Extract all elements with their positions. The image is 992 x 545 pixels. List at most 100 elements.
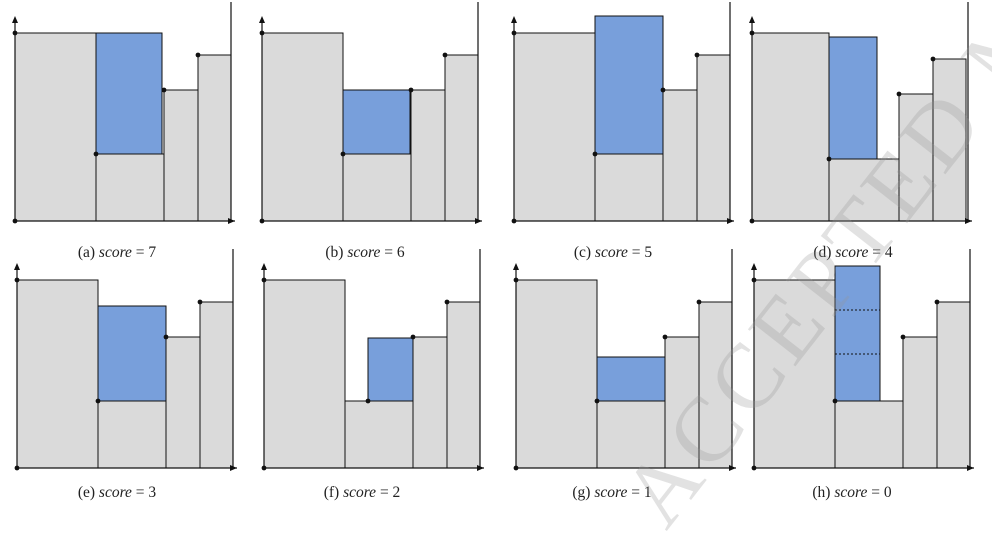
placed-item: [97, 305, 167, 402]
box-mid-right: [412, 336, 448, 469]
skyline-outline: [15, 32, 231, 155]
y-axis-left-arrow: [513, 263, 519, 270]
caption-score-word: score: [98, 484, 132, 501]
y-axis-left-arrow: [751, 263, 757, 270]
corner-dot-2: [259, 30, 265, 36]
score-diagram-figure: [12, 2, 974, 471]
corner-dot-1: [259, 218, 265, 224]
corner-dot-3: [93, 151, 99, 157]
box-mid-right: [902, 336, 938, 469]
corner-dot-2: [749, 30, 755, 36]
tall-box-left: [263, 279, 346, 469]
caption-f: (f) score = 2: [262, 484, 462, 502]
caption-score-word: score: [834, 484, 868, 501]
corner-dot-3: [365, 398, 371, 404]
placed-item: [594, 15, 664, 155]
corner-dot-5: [934, 299, 940, 305]
box-right: [698, 301, 733, 469]
panel-g: [513, 249, 736, 471]
corner-dot-4: [896, 91, 902, 97]
corner-dot-3: [594, 398, 600, 404]
caption-h: (h) score = 0: [752, 484, 952, 502]
corner-dot-3: [592, 151, 598, 157]
panel-c: [511, 2, 734, 224]
short-box-middle: [342, 153, 412, 222]
corner-dot-3: [826, 156, 832, 162]
corner-dot-5: [195, 52, 201, 58]
corner-dot-3: [340, 151, 346, 157]
corner-dot-4: [161, 87, 167, 93]
corner-dot-2: [261, 277, 267, 283]
short-box-middle: [344, 400, 414, 469]
caption-b: (b) score = 6: [265, 244, 465, 262]
box-right: [199, 301, 234, 469]
tall-box-left: [513, 32, 596, 222]
short-box-middle: [834, 400, 904, 469]
box-right: [446, 301, 481, 469]
box-mid-right: [165, 336, 201, 469]
caption-score-value: = 0: [867, 484, 892, 501]
corner-dot-3: [832, 398, 838, 404]
caption-score-word: score: [594, 244, 628, 261]
corner-dot-4: [408, 87, 414, 93]
placed-item: [367, 337, 414, 402]
caption-score-value: = 5: [627, 244, 653, 261]
caption-score-word: score: [347, 244, 381, 261]
caption-label: (f): [323, 484, 344, 501]
corner-dot-4: [660, 87, 666, 93]
y-axis-left-arrow: [261, 263, 267, 270]
box-mid-right: [163, 89, 199, 222]
caption-score-word: score: [835, 244, 869, 261]
caption-label: (a): [77, 244, 99, 261]
caption-d: (d) score = 4: [753, 244, 953, 262]
box-mid-right: [410, 89, 446, 222]
short-box-middle: [828, 158, 900, 222]
y-axis-left-arrow: [12, 16, 18, 23]
corner-dot-1: [749, 218, 755, 224]
corner-dot-1: [511, 218, 517, 224]
tall-box-left: [515, 279, 598, 469]
placed-item: [834, 265, 881, 402]
panel-h: [751, 249, 974, 471]
corner-dot-1: [261, 465, 267, 471]
tall-box-left: [261, 32, 344, 222]
short-box-middle: [594, 153, 664, 222]
short-box-middle: [596, 400, 666, 469]
caption-label: (b): [325, 244, 348, 261]
short-box-middle: [97, 400, 167, 469]
y-axis-left-arrow: [511, 16, 517, 23]
caption-score-value: = 1: [627, 484, 652, 501]
box-mid-right: [662, 89, 698, 222]
corner-dot-5: [444, 299, 450, 305]
corner-dot-2: [513, 277, 519, 283]
caption-label: (g): [572, 484, 595, 501]
box-mid-right: [664, 336, 700, 469]
box-mid-right: [898, 93, 934, 222]
corner-dot-1: [513, 465, 519, 471]
corner-dot-1: [751, 465, 757, 471]
panel-f: [261, 249, 484, 471]
corner-dot-2: [751, 277, 757, 283]
panel-d: [749, 2, 972, 224]
y-axis-left-arrow: [259, 16, 265, 23]
caption-label: (e): [77, 484, 99, 501]
caption-score-word: score: [98, 244, 132, 261]
corner-dot-2: [14, 277, 20, 283]
box-right: [696, 54, 731, 222]
caption-e: (e) score = 3: [17, 484, 217, 502]
caption-label: (h): [812, 484, 835, 501]
panel-a: [12, 2, 235, 224]
caption-c: (c) score = 5: [513, 244, 713, 262]
corner-dot-4: [900, 334, 906, 340]
corner-dot-5: [442, 52, 448, 58]
skyline-outline: [262, 32, 478, 155]
tall-box-left: [751, 32, 830, 222]
corner-dot-1: [12, 218, 18, 224]
tall-box-left: [753, 279, 836, 469]
caption-label: (d): [813, 244, 836, 261]
placed-item: [828, 36, 878, 160]
corner-dot-4: [662, 334, 668, 340]
caption-score-value: = 6: [380, 244, 405, 261]
corner-dot-3: [95, 398, 101, 404]
corner-dot-5: [696, 299, 702, 305]
